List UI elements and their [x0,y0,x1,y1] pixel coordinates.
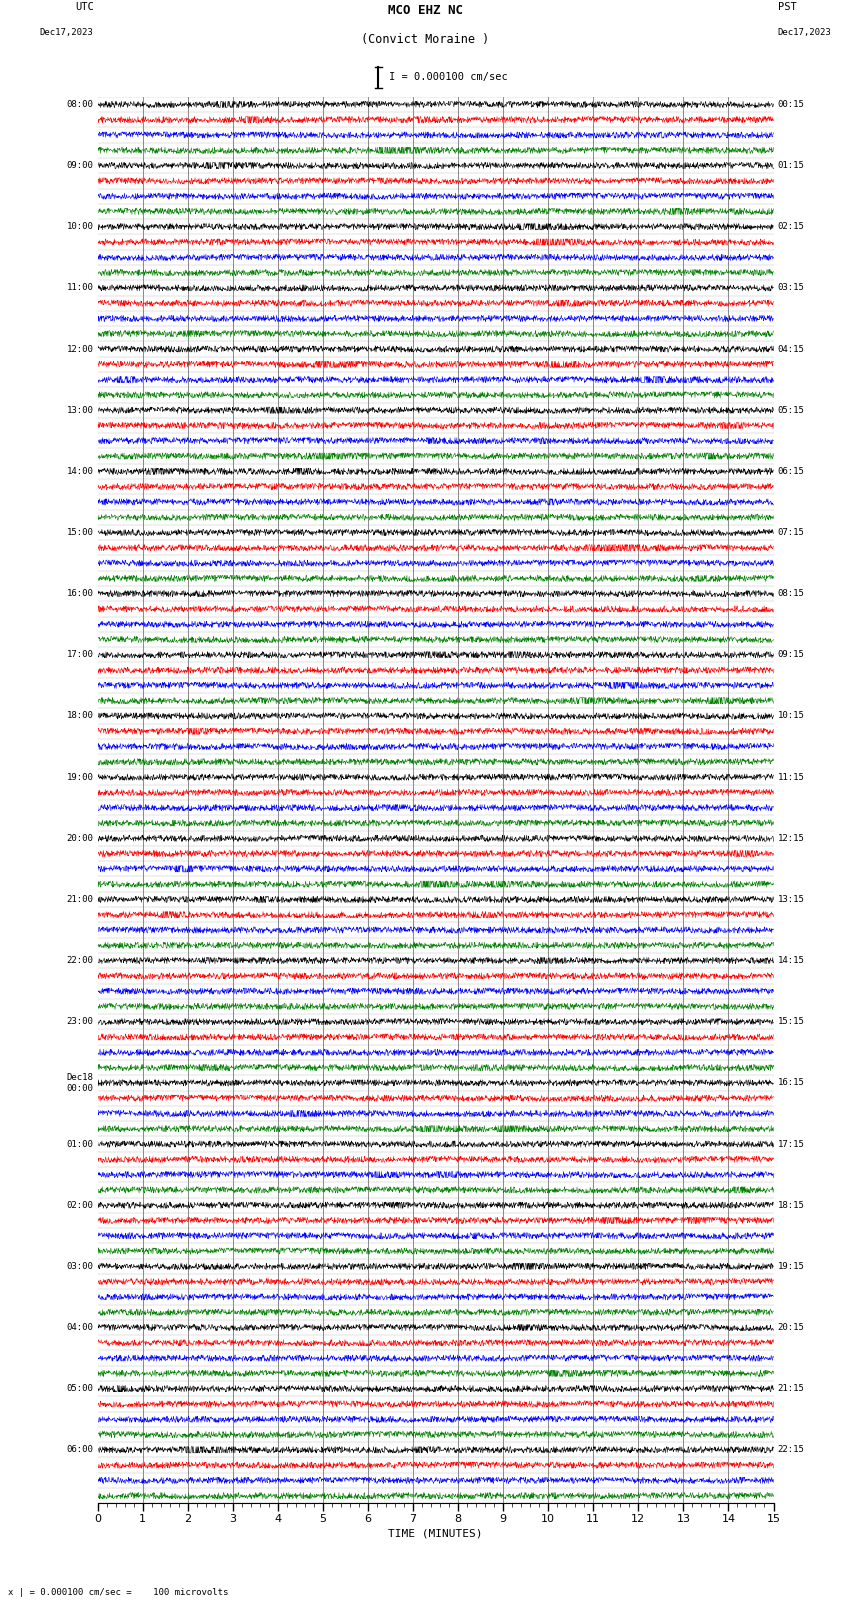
Text: I = 0.000100 cm/sec: I = 0.000100 cm/sec [389,73,508,82]
Text: 18:15: 18:15 [778,1200,805,1210]
Text: 18:00: 18:00 [66,711,94,721]
Text: 15:15: 15:15 [778,1018,805,1026]
Text: 13:15: 13:15 [778,895,805,903]
Text: 05:00: 05:00 [66,1384,94,1394]
Text: 11:15: 11:15 [778,773,805,782]
Text: 12:00: 12:00 [66,345,94,353]
Text: 10:15: 10:15 [778,711,805,721]
Text: 08:00: 08:00 [66,100,94,110]
Text: 07:15: 07:15 [778,527,805,537]
Text: 17:15: 17:15 [778,1139,805,1148]
Text: 08:15: 08:15 [778,589,805,598]
Text: 21:15: 21:15 [778,1384,805,1394]
Text: 20:15: 20:15 [778,1323,805,1332]
Text: 21:00: 21:00 [66,895,94,903]
Text: 12:15: 12:15 [778,834,805,842]
Text: 09:00: 09:00 [66,161,94,169]
Text: 14:15: 14:15 [778,957,805,965]
Text: UTC: UTC [75,3,94,13]
Text: 06:00: 06:00 [66,1445,94,1455]
Text: 10:00: 10:00 [66,223,94,231]
Text: (Convict Moraine ): (Convict Moraine ) [361,32,489,47]
Text: 05:15: 05:15 [778,406,805,415]
Text: x | = 0.000100 cm/sec =    100 microvolts: x | = 0.000100 cm/sec = 100 microvolts [8,1587,229,1597]
Text: 03:15: 03:15 [778,284,805,292]
Text: 15:00: 15:00 [66,527,94,537]
Text: 19:00: 19:00 [66,773,94,782]
Text: 16:00: 16:00 [66,589,94,598]
Text: Dec18
00:00: Dec18 00:00 [66,1073,94,1092]
Text: 04:15: 04:15 [778,345,805,353]
Text: 03:00: 03:00 [66,1261,94,1271]
Text: Dec17,2023: Dec17,2023 [40,29,94,37]
Text: 00:15: 00:15 [778,100,805,110]
Text: 04:00: 04:00 [66,1323,94,1332]
Text: PST: PST [778,3,796,13]
Text: 01:15: 01:15 [778,161,805,169]
Text: 02:15: 02:15 [778,223,805,231]
Text: 11:00: 11:00 [66,284,94,292]
Text: Dec17,2023: Dec17,2023 [778,29,831,37]
Text: 20:00: 20:00 [66,834,94,842]
Text: 13:00: 13:00 [66,406,94,415]
Text: 22:15: 22:15 [778,1445,805,1455]
Text: 01:00: 01:00 [66,1139,94,1148]
Text: 16:15: 16:15 [778,1079,805,1087]
Text: 06:15: 06:15 [778,466,805,476]
X-axis label: TIME (MINUTES): TIME (MINUTES) [388,1529,483,1539]
Text: 14:00: 14:00 [66,466,94,476]
Text: 19:15: 19:15 [778,1261,805,1271]
Text: 23:00: 23:00 [66,1018,94,1026]
Text: 22:00: 22:00 [66,957,94,965]
Text: 02:00: 02:00 [66,1200,94,1210]
Text: MCO EHZ NC: MCO EHZ NC [388,5,462,18]
Text: 09:15: 09:15 [778,650,805,660]
Text: 17:00: 17:00 [66,650,94,660]
